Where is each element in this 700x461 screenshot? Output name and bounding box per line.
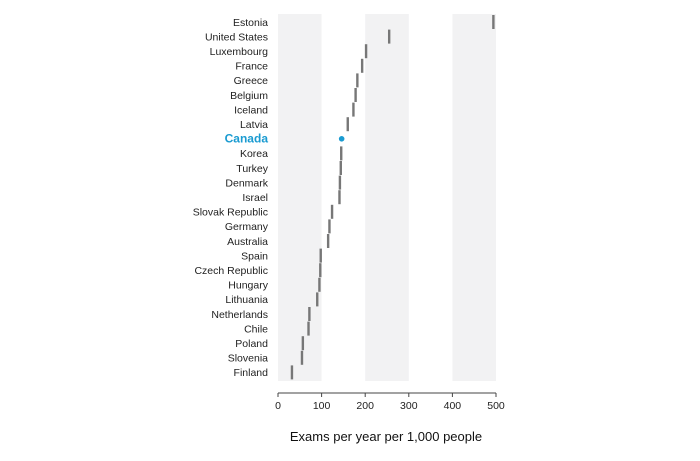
category-label-luxembourg: Luxembourg [210, 46, 269, 58]
x-tick-label: 0 [275, 400, 281, 412]
x-axis-title: Exams per year per 1,000 people [290, 429, 482, 444]
category-label-chile: Chile [244, 323, 268, 335]
x-tick-label: 200 [356, 400, 374, 412]
background-band [278, 14, 322, 381]
x-tick-label: 100 [313, 400, 331, 412]
x-axis: 0 100 200 300 400 500 [275, 392, 505, 412]
category-label-czech-republic: Czech Republic [194, 265, 268, 277]
category-label-slovak-republic: Slovak Republic [193, 207, 268, 219]
category-label-france: France [235, 61, 268, 73]
category-label-denmark: Denmark [225, 177, 268, 189]
data-point-canada [338, 136, 345, 142]
category-label-canada: Canada [225, 132, 269, 146]
x-tick-label: 400 [444, 400, 462, 412]
category-label-united-states: United States [205, 31, 268, 43]
category-label-slovenia: Slovenia [228, 353, 268, 365]
background-band [452, 14, 496, 381]
category-label-latvia: Latvia [240, 119, 268, 131]
category-labels: Estonia United States Luxembourg France Gree… [193, 17, 269, 379]
category-label-finland: Finland [234, 367, 269, 379]
x-tick-label: 500 [487, 400, 505, 412]
category-label-iceland: Iceland [234, 104, 268, 116]
category-label-poland: Poland [235, 338, 268, 350]
category-label-estonia: Estonia [233, 17, 268, 29]
category-label-belgium: Belgium [230, 90, 268, 102]
data-marks [290, 15, 495, 380]
category-label-israel: Israel [242, 192, 268, 204]
category-label-turkey: Turkey [236, 163, 268, 175]
category-label-korea: Korea [240, 148, 268, 160]
category-label-australia: Australia [227, 236, 268, 248]
background-bands [278, 14, 496, 381]
category-label-greece: Greece [234, 75, 269, 87]
background-band [365, 14, 409, 381]
category-label-lithuania: Lithuania [225, 294, 268, 306]
category-label-hungary: Hungary [228, 280, 268, 292]
category-label-netherlands: Netherlands [211, 309, 268, 321]
category-label-spain: Spain [241, 250, 268, 262]
x-tick-label: 300 [400, 400, 418, 412]
category-label-germany: Germany [225, 221, 269, 233]
